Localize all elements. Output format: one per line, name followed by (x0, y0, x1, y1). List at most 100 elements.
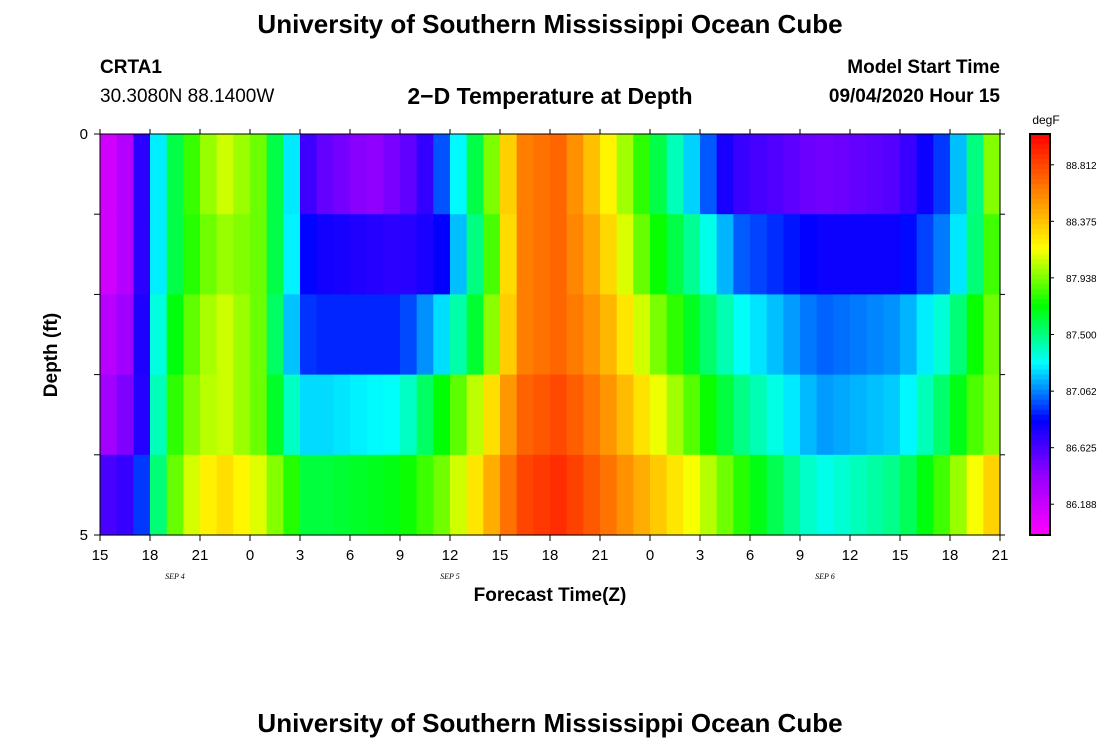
heatmap-cell (866, 134, 884, 215)
heatmap-cell (933, 454, 951, 536)
heatmap-cell (966, 374, 984, 456)
heatmap-cell (650, 134, 668, 215)
colorbar-band (1030, 359, 1050, 366)
heatmap-cell (650, 294, 668, 376)
heatmap-cell (833, 454, 851, 536)
colorbar-band (1030, 444, 1050, 451)
heatmap-cell (600, 134, 618, 215)
x-tick-label: 0 (646, 547, 654, 564)
heatmap-cell (100, 134, 118, 215)
heatmap-cell (166, 294, 184, 376)
colorbar-band (1030, 289, 1050, 295)
colorbar-band (1030, 224, 1050, 230)
heatmap-cell (700, 134, 718, 215)
colorbar-band (1030, 199, 1050, 205)
heatmap-cell (516, 374, 534, 456)
colorbar-band (1030, 309, 1050, 316)
colorbar-band (1030, 229, 1050, 235)
heatmap-cell (100, 454, 118, 536)
heatmap-cell (733, 134, 751, 215)
colorbar-band (1030, 484, 1050, 491)
heatmap-cell (883, 214, 901, 295)
heatmap-cell (400, 374, 418, 456)
chart-title: 2−D Temperature at Depth (407, 83, 693, 109)
heatmap-cell (200, 294, 218, 376)
colorbar-band (1030, 379, 1050, 386)
colorbar-band (1030, 384, 1050, 391)
heatmap-cell (666, 294, 684, 376)
heatmap-cell (616, 134, 634, 215)
heatmap-cell (333, 134, 351, 215)
heatmap-cell (583, 294, 601, 376)
heatmap-cell (316, 454, 334, 536)
heatmap-cell (933, 134, 951, 215)
heatmap-cell (616, 294, 634, 376)
colorbar-band (1030, 414, 1050, 421)
colorbar-band (1030, 264, 1050, 270)
colorbar-band (1030, 169, 1050, 175)
heatmap-cell (400, 294, 418, 376)
colorbar-band (1030, 324, 1050, 331)
heatmap-cell (216, 374, 234, 456)
heatmap-cell (300, 214, 318, 295)
heatmap-cell (283, 134, 301, 215)
heatmap-cell (866, 374, 884, 456)
heatmap-cell (166, 454, 184, 536)
heatmap-cell (533, 294, 551, 376)
colorbar-band (1030, 514, 1050, 521)
heatmap-cell (333, 454, 351, 536)
heatmap-cell (666, 214, 684, 295)
colorbar-tick-label: 88.812 (1066, 161, 1097, 172)
heatmap-cell (783, 214, 801, 295)
x-tick-label: 21 (592, 547, 609, 564)
heatmap-cell (266, 454, 284, 536)
heatmap-cell (266, 134, 284, 215)
model-start-label: Model Start Time (847, 57, 1000, 78)
heatmap-cell (666, 454, 684, 536)
heatmap-cell (366, 374, 384, 456)
station-id: CRTA1 (100, 57, 162, 78)
colorbar-band (1030, 349, 1050, 356)
heatmap-cell (683, 374, 701, 456)
heatmap-cell (950, 454, 968, 536)
colorbar-tick-label: 88.375 (1066, 217, 1097, 228)
heatmap-cell (516, 134, 534, 215)
heatmap-cell (716, 374, 734, 456)
colorbar-band (1030, 479, 1050, 486)
heatmap-cell (533, 454, 551, 536)
x-day-label: SEP 5 (440, 572, 460, 581)
heatmap-cell (866, 294, 884, 376)
heatmap-cell (333, 214, 351, 295)
heatmap-cell (183, 374, 201, 456)
heatmap-cell (450, 134, 468, 215)
colorbar-band (1030, 234, 1050, 240)
colorbar-band (1030, 299, 1050, 306)
colorbar-band (1030, 459, 1050, 466)
colorbar-band (1030, 179, 1050, 185)
heatmap-cell (783, 294, 801, 376)
heatmap-cell (916, 214, 934, 295)
heatmap-cell (866, 214, 884, 295)
colorbar-band (1030, 204, 1050, 210)
heatmap-cell (200, 454, 218, 536)
heatmap-cell (600, 294, 618, 376)
heatmap-cell (966, 454, 984, 536)
heatmap-cell (366, 134, 384, 215)
colorbar-band (1030, 334, 1050, 341)
heatmap-cell (116, 294, 134, 376)
heatmap-cell (583, 134, 601, 215)
x-tick-label: 12 (442, 547, 459, 564)
x-tick-label: 3 (696, 547, 704, 564)
heatmap-cell (183, 454, 201, 536)
heatmap-cell (533, 134, 551, 215)
heatmap-cell (266, 214, 284, 295)
colorbar-band (1030, 524, 1050, 531)
heatmap-cell (983, 374, 1001, 456)
colorbar-band (1030, 154, 1050, 160)
x-tick-label: 21 (992, 547, 1009, 564)
heatmap-cell (200, 214, 218, 295)
heatmap-cell (400, 214, 418, 295)
x-axis-title: Forecast Time(Z) (473, 585, 627, 606)
heatmap-cell (766, 374, 784, 456)
heatmap-cell (200, 374, 218, 456)
